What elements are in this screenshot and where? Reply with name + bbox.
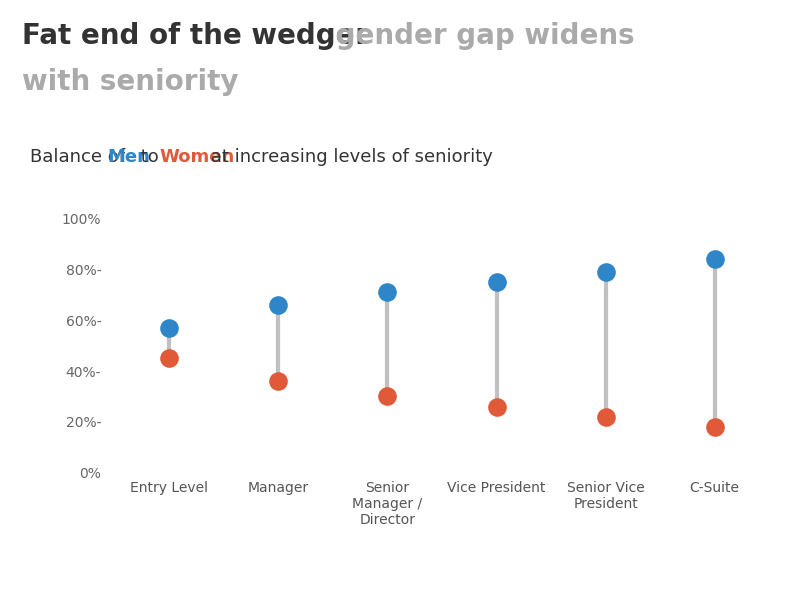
Point: [708, 255, 721, 264]
Text: with seniority: with seniority: [22, 68, 238, 96]
Text: to: to: [135, 148, 165, 166]
Point: [599, 267, 612, 277]
Point: [708, 422, 721, 432]
Point: [381, 287, 394, 297]
Text: Fat end of the wedge:: Fat end of the wedge:: [22, 22, 366, 50]
Point: [272, 376, 285, 386]
Point: [272, 300, 285, 310]
Point: [163, 353, 176, 363]
Text: gender gap widens: gender gap widens: [326, 22, 635, 50]
Point: [163, 323, 176, 333]
Text: at increasing levels of seniority: at increasing levels of seniority: [205, 148, 493, 166]
Point: [599, 412, 612, 422]
Point: [490, 278, 503, 287]
Point: [490, 402, 503, 411]
Text: Men: Men: [108, 148, 151, 166]
Point: [381, 391, 394, 401]
Text: Women: Women: [160, 148, 235, 166]
Text: Balance of: Balance of: [30, 148, 131, 166]
